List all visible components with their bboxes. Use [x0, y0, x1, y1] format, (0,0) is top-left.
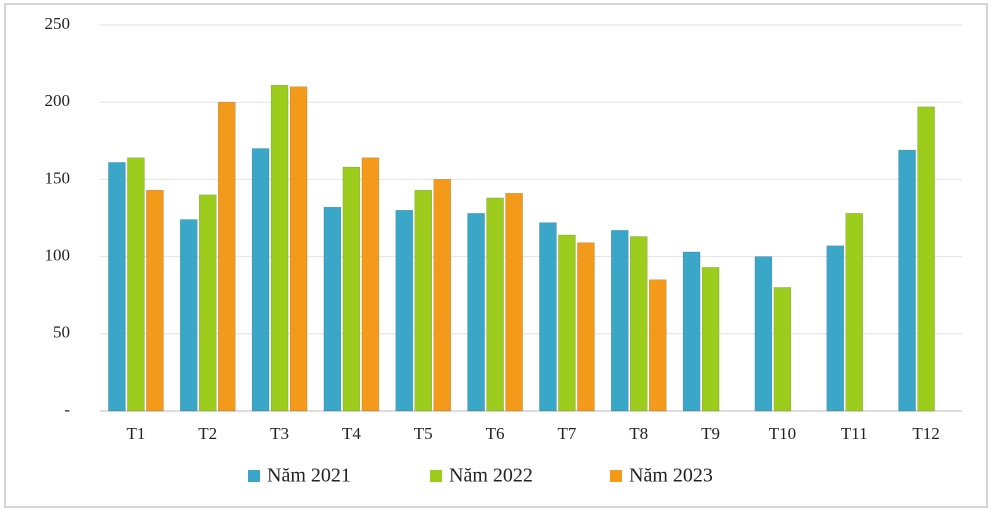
legend-swatch [610, 470, 622, 482]
bar [577, 242, 595, 412]
bar [611, 230, 629, 412]
legend-label: Năm 2022 [449, 465, 533, 487]
bar [486, 197, 504, 412]
bar [505, 193, 523, 412]
bar [682, 251, 701, 412]
bar [127, 157, 145, 412]
bar [630, 236, 648, 412]
bar [342, 166, 361, 412]
bar [323, 206, 342, 412]
bar [917, 106, 935, 412]
x-tick-label: T7 [557, 424, 576, 443]
x-tick-label: T1 [126, 424, 145, 443]
y-tick-label: 150 [45, 168, 71, 187]
x-tick-label: T3 [270, 424, 289, 443]
bar [395, 210, 413, 412]
bar [251, 148, 270, 412]
x-tick-label: T12 [912, 424, 939, 443]
x-tick-label: T11 [841, 424, 868, 443]
legend-label: Năm 2023 [629, 465, 713, 487]
bar [467, 213, 485, 412]
bar [108, 162, 126, 412]
bar [773, 287, 792, 412]
bar [701, 267, 720, 412]
bar [754, 256, 773, 412]
x-tick-label: T6 [486, 424, 505, 443]
bar [898, 149, 916, 412]
bar [289, 86, 308, 412]
x-tick-label: T4 [342, 424, 361, 443]
bar [539, 222, 557, 412]
bar [361, 157, 380, 412]
x-tick-label: T8 [629, 424, 648, 443]
bar [180, 219, 198, 412]
legend-label: Năm 2021 [267, 465, 351, 487]
legend: Năm 2021 Năm 2022 Năm 2023 [248, 465, 713, 487]
bar [199, 194, 217, 412]
bar [433, 179, 451, 412]
y-tick-label: 250 [45, 14, 71, 33]
y-tick-label: 50 [53, 323, 70, 342]
legend-swatch [248, 470, 260, 482]
bar [845, 213, 863, 412]
bar [558, 234, 576, 412]
x-tick-label: T2 [198, 424, 217, 443]
y-tick-label: 200 [45, 91, 71, 110]
bar [649, 279, 667, 412]
x-tick-label: T10 [769, 424, 796, 443]
x-tick-label: T9 [701, 424, 720, 443]
y-tick-label: - [64, 400, 70, 419]
legend-swatch [430, 470, 442, 482]
bar [218, 101, 236, 412]
x-tick-label: T5 [414, 424, 433, 443]
bar [146, 189, 164, 412]
bar [826, 245, 844, 412]
bar [414, 189, 432, 412]
bar [270, 84, 289, 412]
y-tick-label: 100 [45, 246, 71, 265]
